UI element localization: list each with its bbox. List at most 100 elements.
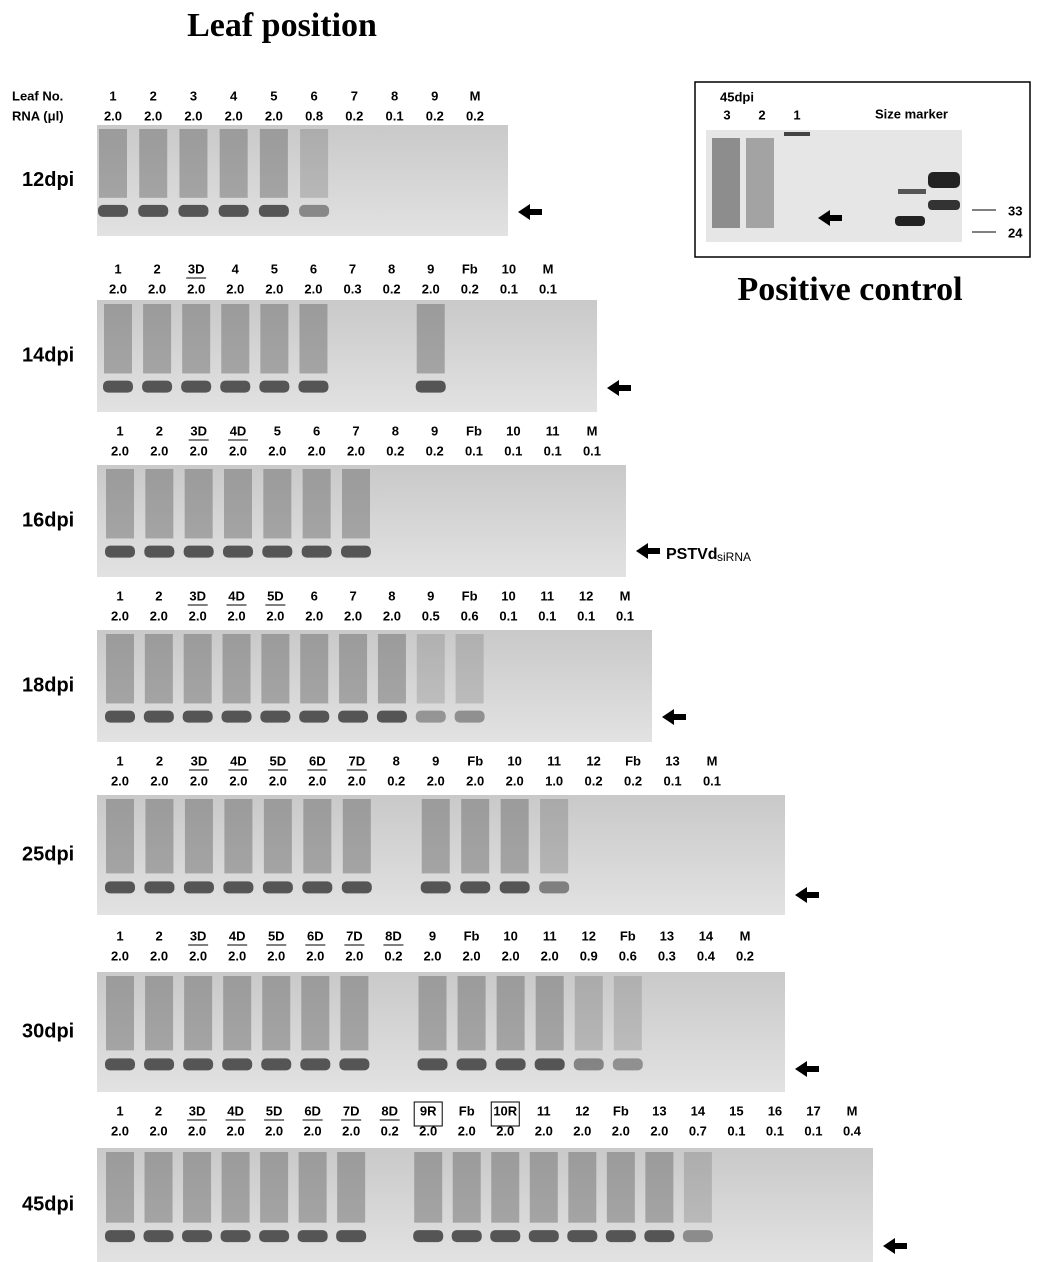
rna-amount: 0.1 [577, 608, 595, 623]
lane-label: M [707, 753, 718, 768]
smear [106, 634, 134, 704]
sirna-band [218, 204, 249, 217]
lane-label: 15 [729, 1103, 743, 1118]
sirna-band [105, 1230, 135, 1243]
lane-label: 11 [540, 588, 554, 603]
rna-amount: 2.0 [423, 948, 441, 963]
panel-label: 25dpi [22, 843, 74, 865]
lane-label: 11 [543, 928, 557, 943]
smear [184, 799, 213, 874]
lane-label: 3D [190, 423, 207, 438]
smear [496, 976, 525, 1051]
rna-amount: 0.5 [422, 608, 440, 623]
sirna-band [183, 1058, 214, 1071]
sirna-band [605, 1230, 636, 1243]
sirna-band [341, 545, 371, 558]
smear [144, 634, 173, 704]
rna-amount: 2.0 [184, 108, 202, 123]
lane-label: 10 [501, 588, 515, 603]
rna-amount: 2.0 [150, 443, 168, 458]
lane-label: Fb [466, 423, 482, 438]
gel-band [746, 138, 774, 228]
lane-label: 2 [156, 753, 163, 768]
sirna-band [103, 380, 133, 393]
rna-amount: 2.0 [266, 608, 284, 623]
smear [300, 634, 329, 704]
smear [139, 129, 168, 198]
arrow [795, 887, 819, 903]
sirna-band [299, 204, 330, 217]
smear [337, 1152, 366, 1223]
rna-amount: 2.0 [308, 773, 326, 788]
rna-amount: 2.0 [463, 948, 481, 963]
lane-label: Fb [625, 753, 641, 768]
rna-amount: 0.2 [426, 443, 444, 458]
lane-label: 2 [155, 928, 162, 943]
sirna-band [105, 881, 135, 894]
lane-label: 5D [267, 588, 284, 603]
control-time: 45dpi [720, 89, 754, 104]
smear [179, 129, 208, 198]
smear [224, 799, 253, 874]
sirna-band [223, 881, 254, 894]
sirna-band [539, 881, 570, 894]
lane-label: 3D [189, 1103, 206, 1118]
lane-label: 1 [116, 1103, 123, 1118]
smear [263, 469, 292, 539]
lane-label: 5D [266, 1103, 283, 1118]
lane-label: 11 [547, 753, 561, 768]
lane-label: 4D [227, 1103, 244, 1118]
sirna-band [460, 881, 491, 894]
gel-band [712, 138, 740, 228]
sirna-band [499, 881, 530, 894]
rna-amount: 2.0 [227, 608, 245, 623]
rna-amount: 0.3 [344, 281, 362, 296]
size-marker-label: Size marker [875, 106, 948, 121]
rna-amount: 0.1 [539, 281, 557, 296]
lane-label: 6 [310, 261, 317, 276]
lane-label: 7D [348, 753, 365, 768]
sirna-band [682, 1230, 713, 1243]
smear [182, 304, 211, 374]
rna-amount: 2.0 [612, 1123, 630, 1138]
sirna-band [339, 1058, 370, 1071]
rna-amount: 2.0 [347, 443, 365, 458]
rna-amount: 2.0 [150, 948, 168, 963]
lane-label: 9 [429, 928, 436, 943]
lane-label: 11 [537, 1103, 551, 1118]
rna-amount: 2.0 [267, 948, 285, 963]
gel [97, 125, 508, 236]
sirna-band [297, 1230, 328, 1243]
lane-label: 3D [189, 588, 206, 603]
smear [418, 976, 447, 1051]
rna-amount: 2.0 [344, 608, 362, 623]
lane-label: 8 [392, 423, 399, 438]
rna-amount: 0.7 [689, 1123, 707, 1138]
rna-amount: 0.2 [736, 948, 754, 963]
lane-label: 7 [352, 423, 359, 438]
gel [97, 630, 652, 742]
sirna-band [105, 710, 135, 723]
smear [302, 469, 331, 539]
lane-label: M [620, 588, 631, 603]
rna-amount: 2.0 [189, 948, 207, 963]
lane-label: 10 [506, 423, 520, 438]
lane-label: Fb [467, 753, 483, 768]
sirna-band [182, 710, 213, 723]
smear [342, 469, 370, 539]
rna-amount: 0.2 [426, 108, 444, 123]
smear [461, 799, 490, 874]
rna-amount: 2.0 [265, 281, 283, 296]
smear [143, 304, 172, 374]
smear [145, 799, 174, 874]
rna-amount: 0.1 [504, 443, 522, 458]
rna-amount: 0.2 [345, 108, 363, 123]
panel-label: 14dpi [22, 344, 74, 366]
rna-amount: 2.0 [496, 1123, 514, 1138]
rna-amount: 2.0 [502, 948, 520, 963]
rna-amount: 2.0 [225, 108, 243, 123]
lane-label: 6D [309, 753, 326, 768]
smear [535, 976, 564, 1051]
sirna-band [376, 710, 407, 723]
lane-label: 11 [546, 423, 560, 438]
